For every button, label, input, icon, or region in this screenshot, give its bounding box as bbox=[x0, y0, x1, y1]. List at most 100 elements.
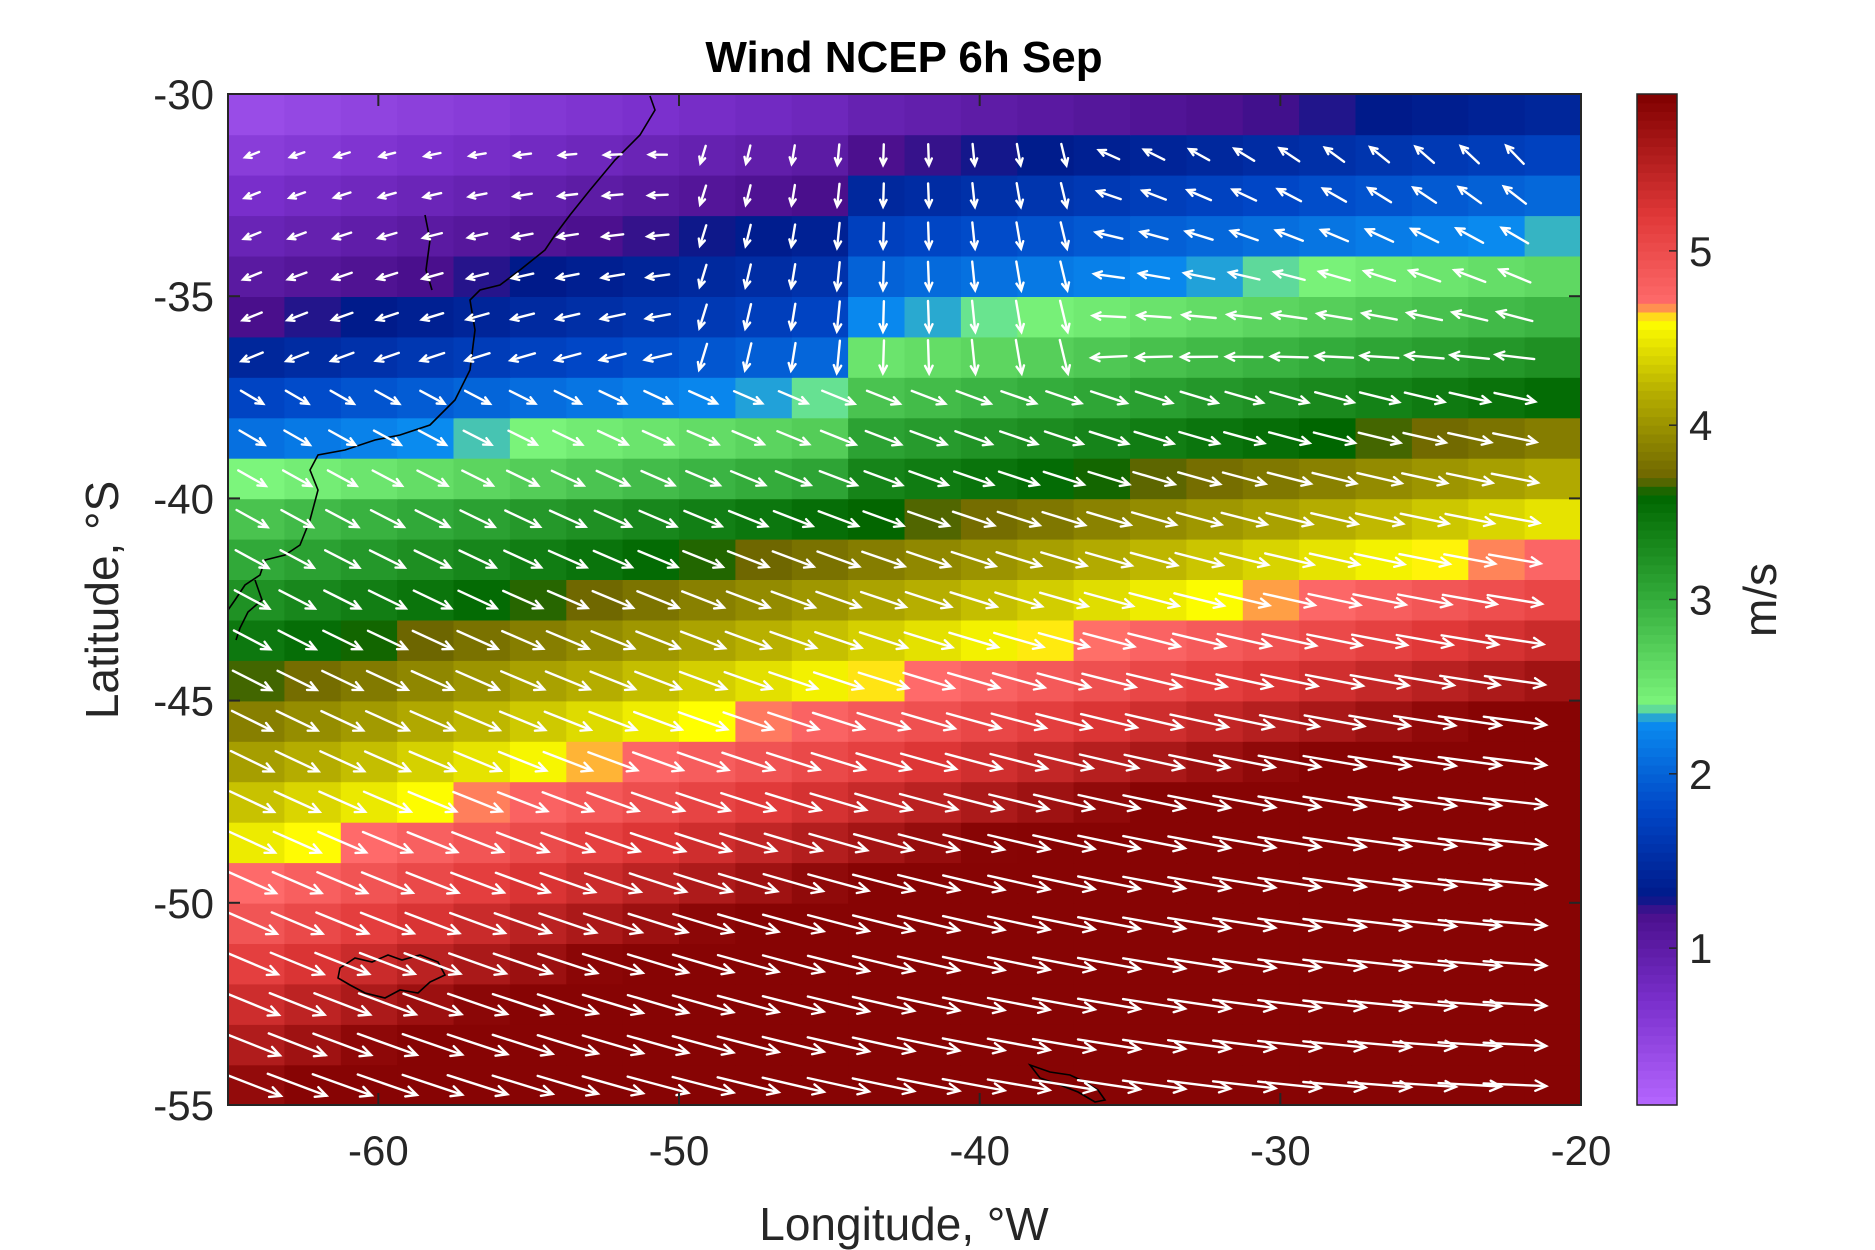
wind-vector bbox=[1314, 391, 1357, 406]
heatmap-cell bbox=[622, 377, 680, 419]
colorbar-strip bbox=[1637, 782, 1677, 792]
colorbar-strip bbox=[1637, 137, 1677, 147]
colorbar-strip bbox=[1637, 486, 1677, 496]
wind-vector bbox=[1058, 299, 1071, 335]
wind-vector bbox=[1302, 958, 1369, 973]
wind-vector bbox=[1302, 917, 1369, 932]
wind-vector bbox=[361, 830, 415, 854]
wind-vector bbox=[284, 311, 309, 322]
wind-vector bbox=[636, 590, 682, 610]
heatmap-cell bbox=[1524, 741, 1581, 783]
heatmap-cell bbox=[509, 902, 568, 944]
wind-vector bbox=[463, 389, 493, 406]
colorbar-strip bbox=[1637, 555, 1677, 566]
heatmap-cell bbox=[1524, 215, 1581, 257]
wind-vector bbox=[697, 263, 708, 290]
heatmap-cell bbox=[453, 296, 511, 338]
heatmap-cell bbox=[228, 458, 286, 500]
wind-vector bbox=[1212, 917, 1278, 933]
wind-vector bbox=[1485, 634, 1547, 649]
wind-vector bbox=[401, 1073, 465, 1098]
wind-vector bbox=[405, 871, 461, 895]
heatmap-cell bbox=[1017, 134, 1075, 176]
wind-vector bbox=[590, 630, 637, 651]
wind-vector bbox=[1031, 915, 1098, 934]
colorbar-strip bbox=[1637, 512, 1677, 522]
wind-vector bbox=[637, 549, 680, 569]
wind-vector bbox=[372, 429, 404, 447]
colorbar-strip bbox=[1637, 930, 1677, 940]
heatmap-cell bbox=[735, 741, 793, 783]
wind-vector bbox=[279, 549, 317, 570]
wind-vector bbox=[284, 389, 311, 406]
heatmap-cell bbox=[566, 94, 624, 136]
wind-vector bbox=[642, 352, 673, 363]
wind-vector bbox=[588, 710, 639, 732]
heatmap-cell bbox=[848, 943, 906, 985]
wind-vector bbox=[1184, 188, 1213, 202]
heatmap-cell bbox=[453, 377, 511, 419]
wind-vector bbox=[1031, 1037, 1098, 1055]
wind-vector bbox=[1212, 794, 1278, 812]
heatmap-cell bbox=[1073, 1064, 1131, 1105]
heatmap-cell bbox=[1299, 700, 1357, 742]
wind-vector bbox=[1217, 592, 1273, 609]
wind-vector bbox=[366, 629, 410, 651]
wind-vector bbox=[626, 1075, 691, 1097]
wind-vector bbox=[1211, 1080, 1279, 1094]
wind-vector bbox=[859, 590, 909, 610]
wind-vector bbox=[1122, 875, 1188, 893]
wind-vector bbox=[1482, 958, 1549, 972]
colorbar-strip bbox=[1637, 381, 1677, 391]
wind-vector bbox=[1347, 877, 1414, 892]
wind-vector bbox=[638, 509, 679, 529]
heatmap-cell bbox=[1299, 94, 1357, 136]
wind-vector bbox=[767, 711, 821, 732]
colorbar-strip bbox=[1637, 808, 1677, 818]
heatmap-cell bbox=[509, 498, 568, 540]
wind-vector bbox=[987, 833, 1052, 854]
heatmap-cell bbox=[735, 902, 793, 944]
wind-vector bbox=[685, 469, 723, 487]
wind-vector bbox=[1036, 672, 1093, 691]
wind-vector bbox=[806, 913, 872, 935]
wind-vector bbox=[326, 469, 360, 488]
colorbar-strip bbox=[1637, 1096, 1677, 1106]
wind-vector bbox=[640, 469, 677, 487]
heatmap-cell bbox=[1073, 538, 1131, 580]
wind-vector bbox=[554, 272, 580, 282]
wind-vector bbox=[833, 182, 843, 210]
heatmap-cell bbox=[453, 498, 511, 540]
wind-vector bbox=[455, 670, 502, 692]
wind-vector bbox=[1257, 917, 1324, 933]
colorbar-strip bbox=[1637, 329, 1677, 339]
wind-vector bbox=[1094, 189, 1122, 201]
wind-vector bbox=[1133, 430, 1177, 447]
wind-vector bbox=[817, 510, 861, 528]
wind-vector bbox=[1489, 512, 1543, 528]
wind-vector bbox=[1257, 835, 1324, 852]
wind-vector bbox=[1411, 185, 1438, 204]
wind-vector bbox=[1269, 390, 1311, 406]
wind-vector bbox=[543, 710, 594, 732]
wind-vector bbox=[598, 389, 629, 405]
wind-vector bbox=[241, 231, 262, 241]
wind-vector bbox=[1216, 632, 1274, 650]
heatmap-cell bbox=[228, 94, 286, 136]
wind-vector bbox=[809, 792, 869, 813]
wind-vector bbox=[593, 509, 634, 529]
wind-vector bbox=[446, 1074, 511, 1098]
wind-vector bbox=[1170, 673, 1230, 691]
wind-vector bbox=[1458, 144, 1480, 165]
heatmap-cell bbox=[397, 377, 455, 419]
heatmap-cell bbox=[1524, 255, 1581, 297]
wind-vector bbox=[1076, 1079, 1143, 1095]
wind-vector bbox=[269, 951, 327, 977]
heatmap-cell bbox=[1186, 619, 1244, 661]
colorbar-strips bbox=[1637, 94, 1677, 1106]
wind-vector bbox=[1451, 268, 1487, 284]
wind-vector bbox=[1077, 916, 1143, 934]
wind-vector bbox=[878, 260, 888, 293]
wind-vector bbox=[1267, 431, 1313, 447]
colorbar-strip bbox=[1637, 564, 1677, 574]
